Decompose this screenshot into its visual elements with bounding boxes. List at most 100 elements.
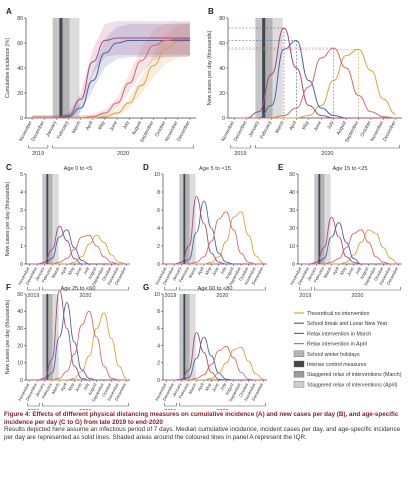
x-tick-label: April (288, 120, 298, 131)
y-tick-label: 60 (219, 41, 225, 47)
x-tick-label: June (74, 266, 83, 277)
y-tick-label: 40 (17, 309, 23, 315)
relax-march-band (320, 174, 325, 264)
series-line (29, 234, 127, 265)
y-tick-label: 40 (219, 66, 225, 72)
panel-label: C (6, 163, 12, 172)
x-tick-label: May (97, 120, 107, 131)
intense-control-band (183, 294, 186, 380)
school-holiday-band (179, 294, 187, 380)
x-tick-label: February (259, 120, 274, 140)
year-label: 2020 (351, 293, 363, 299)
year-label: 2020 (216, 293, 228, 299)
x-tick-label: April (196, 266, 204, 276)
series-line (301, 229, 399, 265)
legend-label: Staggered relax of interventions (March) (307, 372, 402, 378)
y-axis-label: New cases per day (thousands) (5, 300, 11, 375)
year-bracket (179, 403, 266, 407)
y-tick-label: 6 (157, 208, 160, 214)
intense-control-band (318, 174, 321, 264)
year-bracket (27, 403, 40, 407)
y-tick-label: 2 (157, 361, 160, 367)
legend: Theoretical no intervention School break … (293, 311, 402, 388)
x-tick-label: April (196, 382, 204, 392)
x-tick-label: May (339, 265, 348, 275)
year-bracket (28, 145, 49, 149)
year-label: 2020 (79, 293, 91, 299)
x-tick-label: July (219, 265, 227, 275)
legend-swatch-box (293, 360, 305, 368)
x-tick-label: April (59, 382, 67, 392)
year-bracket (164, 403, 177, 407)
x-tick-label: March (50, 266, 60, 279)
y-tick-label: 20 (17, 343, 23, 349)
x-tick-label: October (154, 120, 167, 138)
x-tick-label: May (204, 381, 213, 391)
x-tick-label: October (238, 266, 250, 282)
relax-april-band (52, 294, 59, 380)
year-label: 2020 (216, 409, 228, 410)
y-tick-label: 8 (157, 309, 160, 315)
x-tick-label: March (187, 266, 197, 279)
y-tick-label: 20 (17, 91, 23, 97)
x-tick-label: January (34, 381, 46, 397)
y-tick-label: 10 (154, 292, 160, 298)
x-tick-label: July (82, 381, 90, 391)
y-tick-label: 8 (157, 190, 160, 196)
panel-title: Age 25 to <60 (61, 286, 96, 292)
school-holiday-band (179, 174, 187, 264)
y-tick-label: 5 (20, 172, 23, 178)
x-tick-label: August (359, 265, 370, 280)
year-label: 2019 (32, 151, 44, 157)
x-tick-label: July (82, 265, 90, 275)
series-line (29, 225, 127, 265)
x-tick-label: August (224, 265, 235, 280)
panel-d: 0246810NovemberDecemberJanuaryFebruaryMa… (143, 163, 267, 299)
x-tick-label: January (248, 120, 262, 138)
year-bracket (42, 403, 129, 407)
x-tick-label: October (101, 266, 113, 282)
year-label: 2020 (117, 151, 129, 157)
x-tick-label: January (306, 265, 318, 281)
year-bracket (42, 287, 129, 291)
intense-control-band (59, 18, 63, 118)
school-holiday-band (255, 18, 267, 118)
y-tick-label: 0 (157, 378, 160, 384)
x-tick-label: January (171, 265, 183, 281)
y-axis-label: New cases per day (thousands) (207, 31, 213, 106)
relax-april-band (324, 174, 331, 264)
y-tick-label: 60 (17, 41, 23, 47)
year-bracket (255, 145, 400, 149)
x-tick-label: October (101, 382, 113, 398)
year-label: 2020 (321, 151, 333, 157)
caption-title: Figure 4: Effects of different physical … (4, 411, 399, 426)
x-tick-label: May (67, 265, 76, 275)
x-tick-label: June (109, 120, 119, 132)
x-tick-label: April (59, 266, 67, 276)
x-tick-label: April (331, 266, 339, 276)
x-tick-label: May (301, 120, 311, 131)
panel-e: 01020304050NovemberDecemberJanuaryFebrua… (278, 163, 402, 299)
relax-march-band (185, 294, 190, 380)
panel-label: A (6, 7, 12, 16)
year-bracket (27, 287, 40, 291)
x-tick-label: June (211, 382, 220, 393)
x-tick-label: August (336, 120, 349, 137)
iqr-band (32, 21, 190, 119)
intense-control-band (46, 174, 49, 264)
legend-swatch-box (293, 371, 305, 378)
legend-label: Theoretical no intervention (307, 311, 369, 317)
year-label: 2019 (27, 409, 39, 410)
legend-label: Relax intervention in March (307, 331, 371, 337)
x-tick-label: June (74, 382, 83, 393)
x-tick-label: March (50, 382, 60, 395)
series-line (301, 216, 399, 265)
y-tick-label: 80 (17, 16, 23, 22)
x-tick-label: June (313, 120, 323, 132)
series-line (234, 27, 396, 119)
x-tick-label: June (346, 266, 355, 277)
y-tick-label: 0 (20, 378, 23, 384)
panel-title: Age 60 to <80 (198, 286, 233, 292)
x-tick-label: May (67, 381, 76, 391)
school-holiday-band (314, 174, 322, 264)
